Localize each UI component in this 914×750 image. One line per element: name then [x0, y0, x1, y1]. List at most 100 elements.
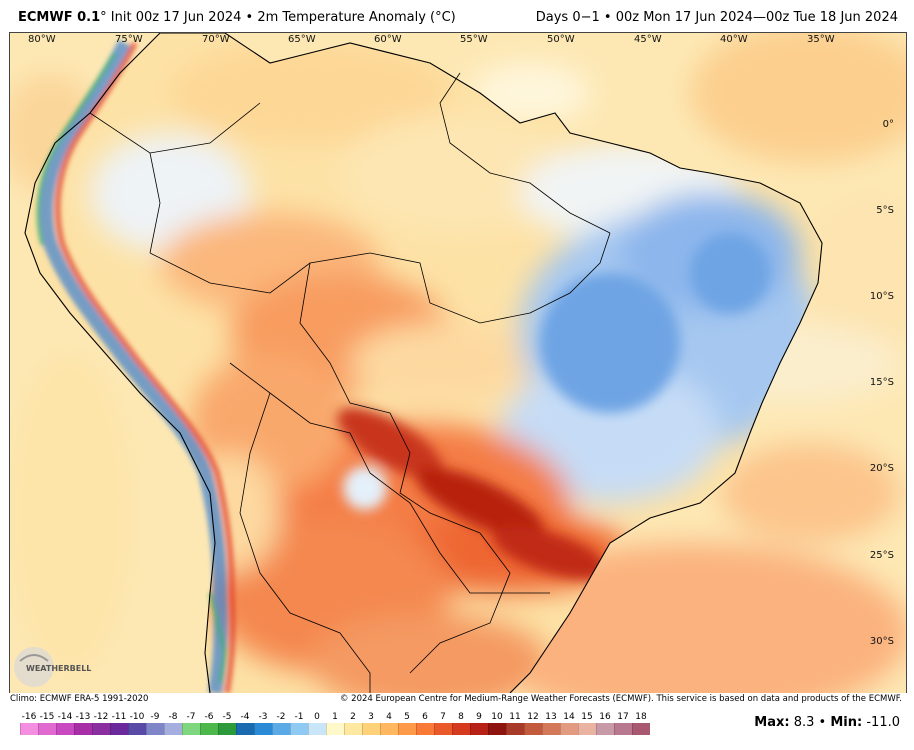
color-scale-swatch: [38, 723, 56, 735]
color-scale-swatch: [56, 723, 74, 735]
lon-label: 65°W: [288, 34, 316, 45]
color-scale-swatch: [164, 723, 182, 735]
color-scale-step: 10: [488, 711, 506, 735]
color-scale-label: 2: [350, 712, 356, 722]
color-scale-label: -8: [168, 712, 178, 722]
color-scale-label: -13: [75, 712, 91, 722]
color-scale-label: 7: [440, 712, 446, 722]
color-scale-swatch: [398, 723, 416, 735]
color-scale-swatch: [344, 723, 362, 735]
color-scale-swatch: [128, 723, 146, 735]
color-scale-swatch: [308, 723, 326, 735]
logo-text: WEATHERBELL: [26, 664, 91, 673]
color-scale-step: -9: [146, 711, 164, 735]
color-scale-label: -2: [276, 712, 286, 722]
lon-label: 60°W: [374, 34, 402, 45]
color-scale-swatch: [290, 723, 308, 735]
color-scale-label: 4: [386, 712, 392, 722]
color-scale-swatch: [416, 723, 434, 735]
color-scale-step: 14: [560, 711, 578, 735]
color-scale-label: 12: [527, 712, 539, 722]
color-scale-label: 11: [509, 712, 521, 722]
color-scale-step: 3: [362, 711, 380, 735]
color-scale-step: -15: [38, 711, 56, 735]
color-scale-swatch: [92, 723, 110, 735]
lon-label: 50°W: [547, 34, 575, 45]
color-scale-swatch: [632, 723, 650, 735]
color-scale-label: 9: [476, 712, 482, 722]
lat-label: 15°S: [870, 377, 894, 388]
color-scale-step: 9: [470, 711, 488, 735]
color-scale-label: -4: [240, 712, 250, 722]
color-scale-swatch: [560, 723, 578, 735]
color-scale-step: 6: [416, 711, 434, 735]
color-scale-label: 3: [368, 712, 374, 722]
lat-label: 20°S: [870, 463, 894, 474]
color-scale-swatch: [74, 723, 92, 735]
color-scale-label: -5: [222, 712, 232, 722]
lat-label: 10°S: [870, 291, 894, 302]
color-scale-swatch: [506, 723, 524, 735]
color-scale-step: 11: [506, 711, 524, 735]
color-scale-step: -7: [182, 711, 200, 735]
color-scale-step: 15: [578, 711, 596, 735]
color-scale-label: 15: [581, 712, 593, 722]
color-scale-swatch: [452, 723, 470, 735]
latitude-axis: 0° 5°S 10°S 15°S 20°S 25°S 30°S: [870, 119, 894, 647]
color-scale-swatch: [380, 723, 398, 735]
min-label: Min:: [830, 715, 863, 730]
max-min-readout: Max: 8.3 • Min: -11.0: [754, 715, 900, 730]
max-label: Max:: [754, 715, 790, 730]
color-scale-step: -13: [74, 711, 92, 735]
color-scale-swatch: [20, 723, 38, 735]
color-scale-swatch: [596, 723, 614, 735]
color-scale-step: 5: [398, 711, 416, 735]
longitude-axis: 80°W 75°W 70°W 65°W 60°W 55°W 50°W 45°W …: [28, 34, 835, 45]
color-scale-swatch: [236, 723, 254, 735]
color-scale-swatch: [362, 723, 380, 735]
lat-label: 25°S: [870, 550, 894, 561]
color-scale-label: 8: [458, 712, 464, 722]
max-value: 8.3: [793, 715, 815, 730]
color-scale-swatch: [488, 723, 506, 735]
color-scale-swatch: [326, 723, 344, 735]
color-scale-swatch: [578, 723, 596, 735]
color-scale-step: -16: [20, 711, 38, 735]
color-scale-label: -11: [111, 712, 127, 722]
map-title: ECMWF 0.1° Init 00z 17 Jun 2024 • 2m Tem…: [18, 10, 456, 25]
color-scale-label: 13: [545, 712, 557, 722]
map-footer: Climo: ECMWF ERA-5 1991-2020 © 2024 Euro…: [0, 693, 914, 750]
color-scale-label: -15: [39, 712, 55, 722]
color-scale-step: 4: [380, 711, 398, 735]
color-scale-label: 16: [599, 712, 611, 722]
color-scale-step: -6: [200, 711, 218, 735]
weatherbell-logo: WEATHERBELL: [14, 647, 91, 687]
lon-label: 40°W: [720, 34, 748, 45]
climo-note: Climo: ECMWF ERA-5 1991-2020: [10, 694, 149, 704]
color-scale-label: 0: [314, 712, 320, 722]
color-scale-step: 16: [596, 711, 614, 735]
lon-label: 45°W: [634, 34, 662, 45]
color-scale-swatch: [254, 723, 272, 735]
color-scale-label: -6: [204, 712, 214, 722]
color-scale-swatch: [434, 723, 452, 735]
color-scale-swatch: [524, 723, 542, 735]
color-scale-label: -16: [21, 712, 37, 722]
color-scale-step: -4: [236, 711, 254, 735]
country-borders: [24, 33, 823, 693]
color-scale-swatch: [182, 723, 200, 735]
color-scale-swatch: [542, 723, 560, 735]
lat-label: 30°S: [870, 636, 894, 647]
color-scale-label: -10: [129, 712, 145, 722]
lat-label: 5°S: [876, 205, 894, 216]
color-scale-swatch: [470, 723, 488, 735]
lon-label: 70°W: [202, 34, 230, 45]
color-scale-label: -7: [186, 712, 196, 722]
color-scale-step: -12: [92, 711, 110, 735]
color-scale-step: -10: [128, 711, 146, 735]
color-scale-step: 13: [542, 711, 560, 735]
color-scale-step: -8: [164, 711, 182, 735]
lon-label: 80°W: [28, 34, 56, 45]
color-scale-swatch: [200, 723, 218, 735]
color-scale-step: -3: [254, 711, 272, 735]
